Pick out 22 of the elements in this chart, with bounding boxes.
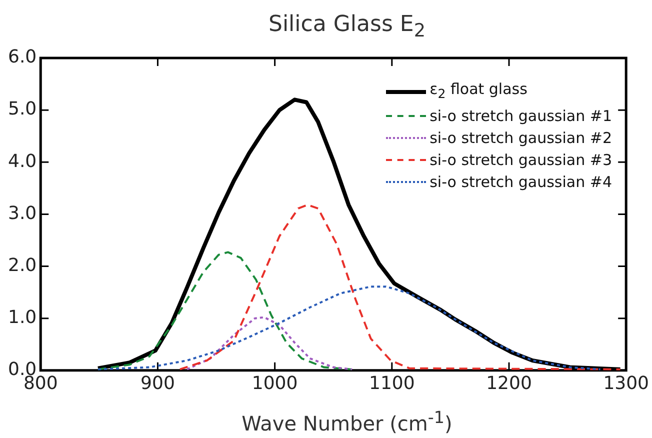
x-tick-label: 1100 <box>369 372 415 394</box>
x-tick-label: 1300 <box>603 372 649 394</box>
y-tick-label: 5.0 <box>8 98 37 120</box>
legend-label: si-o stretch gaussian #3 <box>430 150 612 171</box>
legend-label: si-o stretch gaussian #2 <box>430 128 612 149</box>
x-tick-label: 900 <box>140 372 175 394</box>
line-series <box>97 286 602 370</box>
line-series <box>97 251 352 370</box>
legend-label: si-o stretch gaussian #1 <box>430 106 612 127</box>
y-tick-label: 3.0 <box>8 202 37 224</box>
y-tick-label: 2.0 <box>8 254 37 276</box>
x-tick-label: 1000 <box>252 372 298 394</box>
legend-label: si-o stretch gaussian #4 <box>430 172 612 193</box>
y-tick-label: 1.0 <box>8 307 37 328</box>
chart-title: Silica Glass E$_{2}$ <box>267 12 426 42</box>
line-series <box>178 204 622 370</box>
y-tick-label: 6.0 <box>8 46 37 68</box>
y-tick-label: 4.0 <box>8 150 37 172</box>
line-series <box>186 316 354 370</box>
legend-label: ε$_{2}$ float glass <box>430 79 528 103</box>
x-tick-label: 1200 <box>486 372 532 394</box>
x-axis-title: Wave Number (cm$^{-1}$) <box>240 408 454 436</box>
